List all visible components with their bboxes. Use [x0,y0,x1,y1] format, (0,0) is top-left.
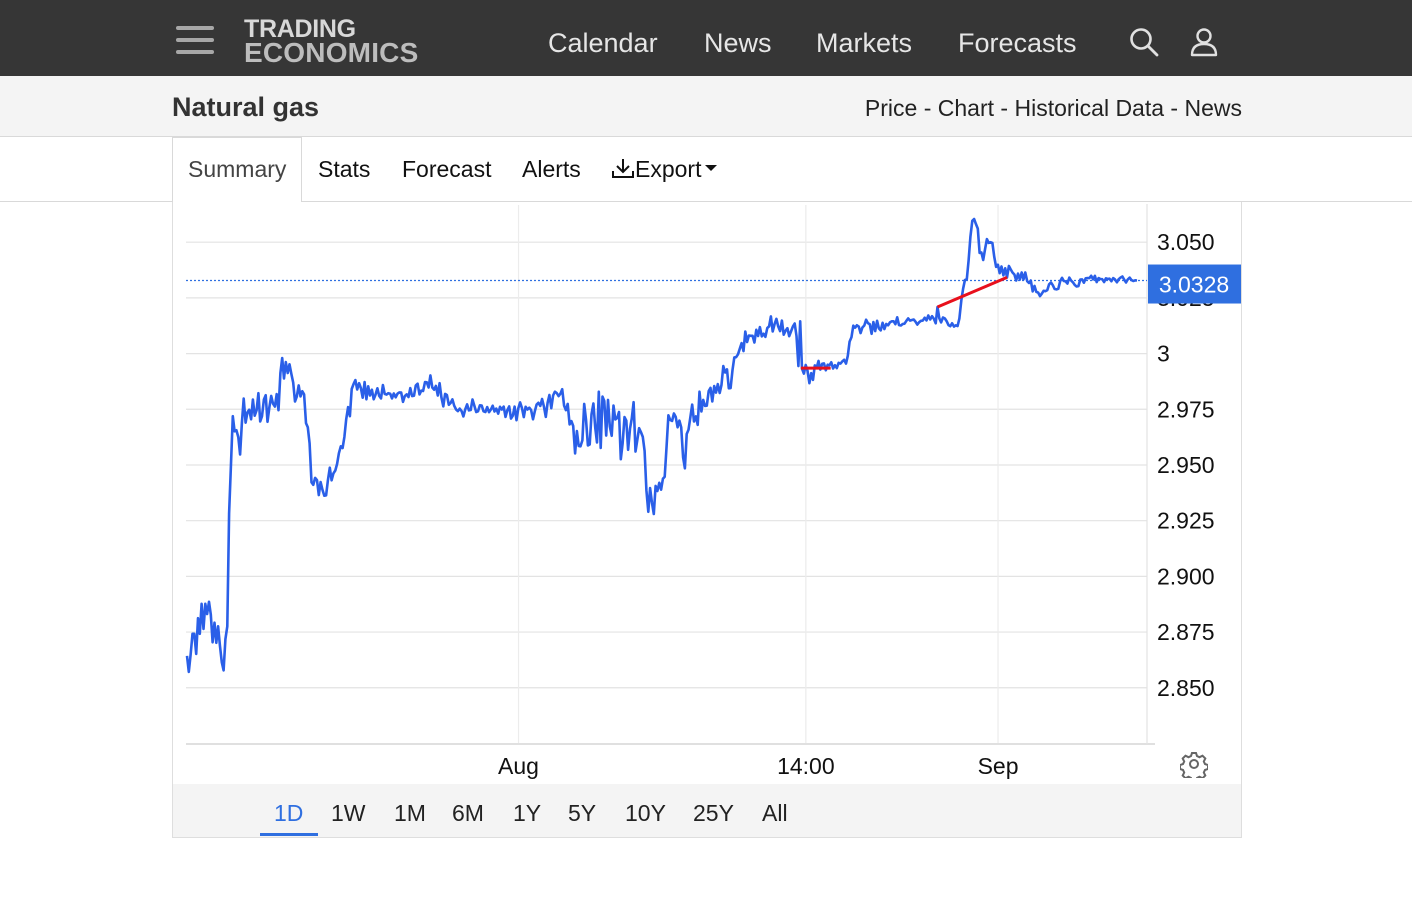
nav-calendar[interactable]: Calendar [548,28,658,58]
tab-summary[interactable]: Summary [188,156,287,182]
range-1m[interactable]: 1M [394,800,426,826]
range-selected-underline [260,833,318,836]
export-label: Export [635,156,702,182]
tabs-divider [0,201,1412,202]
range-25y[interactable]: 25Y [693,800,734,826]
tab-alerts[interactable]: Alerts [522,156,581,182]
range-6m[interactable]: 6M [452,800,484,826]
nav-news[interactable]: News [704,28,772,58]
link-separator: - [994,95,1015,121]
range-10y[interactable]: 10Y [625,800,666,826]
instrument-links: Price - Chart - Historical Data - News [865,95,1242,122]
download-icon [612,159,634,178]
chart-settings-gear-icon[interactable] [1180,750,1208,778]
tab-stats[interactable]: Stats [318,156,371,182]
logo-line-1: TRADING [244,15,356,43]
chart-container [172,202,1242,838]
search-icon[interactable] [1128,26,1160,58]
range-5y[interactable]: 5Y [568,800,597,826]
range-1y[interactable]: 1Y [513,800,542,826]
range-selector: 1D 1W 1M 6M 1Y 5Y 10Y 25Y All [173,784,1241,837]
link-separator: - [917,95,938,121]
menu-icon[interactable] [176,26,214,56]
top-navigation-bar: TRADING ECONOMICS Calendar News Markets … [0,0,1412,76]
link-historical-data[interactable]: Historical Data [1014,95,1165,121]
link-news[interactable]: News [1184,95,1242,121]
range-all[interactable]: All [762,800,788,826]
nav-forecasts[interactable]: Forecasts [958,28,1077,58]
tab-export[interactable]: Export [611,156,718,183]
range-1d[interactable]: 1D [274,800,304,826]
tab-forecast[interactable]: Forecast [402,156,492,182]
site-logo[interactable]: TRADING ECONOMICS [244,15,419,68]
nav-markets[interactable]: Markets [816,28,913,58]
tab-summary-active-box [172,137,302,202]
page-title: Natural gas [172,92,320,122]
logo-line-2: ECONOMICS [244,37,419,68]
caret-down-icon [705,165,718,171]
link-price[interactable]: Price [864,95,918,121]
range-1w[interactable]: 1W [331,800,366,826]
instrument-header: Natural gas Price - Chart - Historical D… [0,76,1412,137]
link-separator: - [1164,95,1185,121]
user-icon[interactable] [1188,26,1220,58]
link-chart[interactable]: Chart [937,95,995,121]
